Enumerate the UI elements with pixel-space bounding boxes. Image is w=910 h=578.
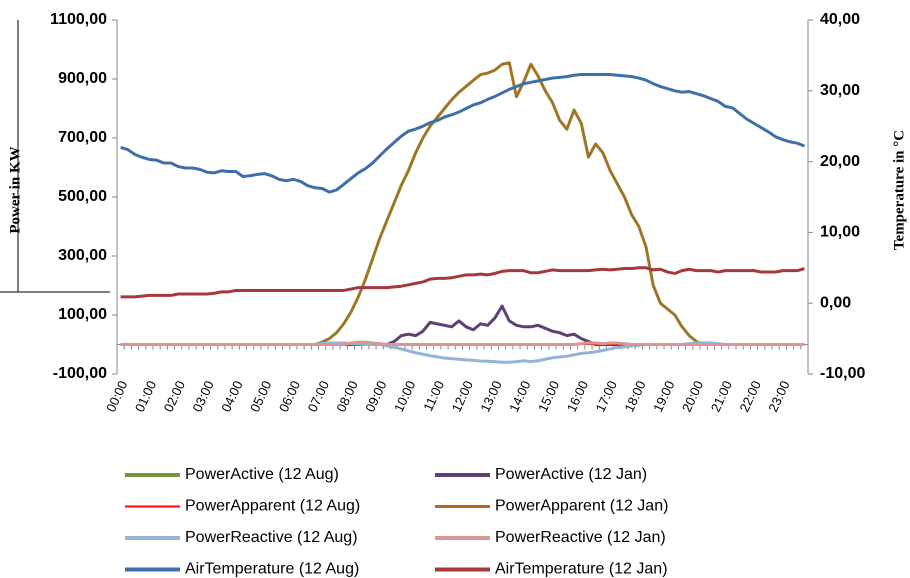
y-tick-label: 500,00: [58, 188, 107, 205]
x-tick-label: 02:00: [161, 378, 188, 414]
x-tick-label: 06:00: [276, 378, 303, 414]
series-line: [120, 61, 805, 346]
legend-label: PowerApparent (12 Jan): [495, 498, 668, 515]
y2-tick-label: 0,00: [820, 294, 851, 311]
x-tick-label: 18:00: [621, 378, 648, 414]
x-tick-label: 03:00: [189, 378, 216, 414]
x-tick-label: 23:00: [765, 378, 792, 414]
x-tick-label: 10:00: [391, 378, 418, 414]
y-tick-label: 300,00: [58, 247, 107, 264]
legend-label: PowerReactive (12 Aug): [185, 529, 358, 546]
x-tick-label: 04:00: [218, 378, 245, 414]
series-line: [120, 340, 805, 346]
x-tick-label: 09:00: [362, 378, 389, 414]
y-tick-label: 900,00: [58, 70, 107, 87]
y2-axis-title: Temperature in °C: [891, 130, 907, 250]
series-line: [120, 61, 805, 346]
x-axis-ticks: [116, 344, 809, 350]
x-tick-label: 05:00: [247, 378, 274, 414]
x-tick-label: 17:00: [593, 378, 620, 414]
y2-tick-label: 30,00: [820, 82, 860, 99]
series-line: [120, 304, 805, 346]
x-tick-label: 12:00: [449, 378, 476, 414]
x-tick-label: 13:00: [477, 378, 504, 414]
legend-label: PowerActive (12 Jan): [495, 466, 647, 483]
y-tick-label: 1100,00: [50, 11, 107, 28]
y2-tick-label: 20,00: [820, 153, 860, 170]
x-tick-label: 07:00: [305, 378, 332, 414]
legend-label: PowerReactive (12 Jan): [495, 529, 666, 546]
y2-tick-label: 10,00: [820, 224, 860, 241]
x-tick-label: 08:00: [333, 378, 360, 414]
x-tick-label: 19:00: [650, 378, 677, 414]
legend-label: PowerActive (12 Aug): [185, 466, 339, 483]
y-tick-label: 700,00: [58, 129, 107, 146]
legend-label: AirTemperature (12 Jan): [495, 561, 668, 578]
x-tick-label: 00:00: [103, 378, 130, 414]
series-line: [120, 73, 805, 194]
y-axis-title: Power in KW: [7, 146, 23, 233]
y-tick-label: 100,00: [58, 306, 107, 323]
x-tick-label: 22:00: [737, 378, 764, 414]
legend-label: PowerApparent (12 Aug): [185, 498, 360, 515]
series-line: [120, 266, 805, 299]
x-tick-label: 21:00: [708, 378, 735, 414]
x-tick-label: 20:00: [679, 378, 706, 414]
y2-tick-label: 40,00: [820, 11, 860, 28]
x-tick-label: 14:00: [506, 378, 533, 414]
x-tick-label: 01:00: [132, 378, 159, 414]
legend-label: AirTemperature (12 Aug): [185, 561, 359, 578]
y2-tick-label: -10,00: [820, 365, 865, 382]
x-tick-label: 16:00: [564, 378, 591, 414]
y-tick-label: -100,00: [53, 365, 107, 382]
x-tick-label: 15:00: [535, 378, 562, 414]
x-tick-label: 11:00: [420, 378, 447, 413]
